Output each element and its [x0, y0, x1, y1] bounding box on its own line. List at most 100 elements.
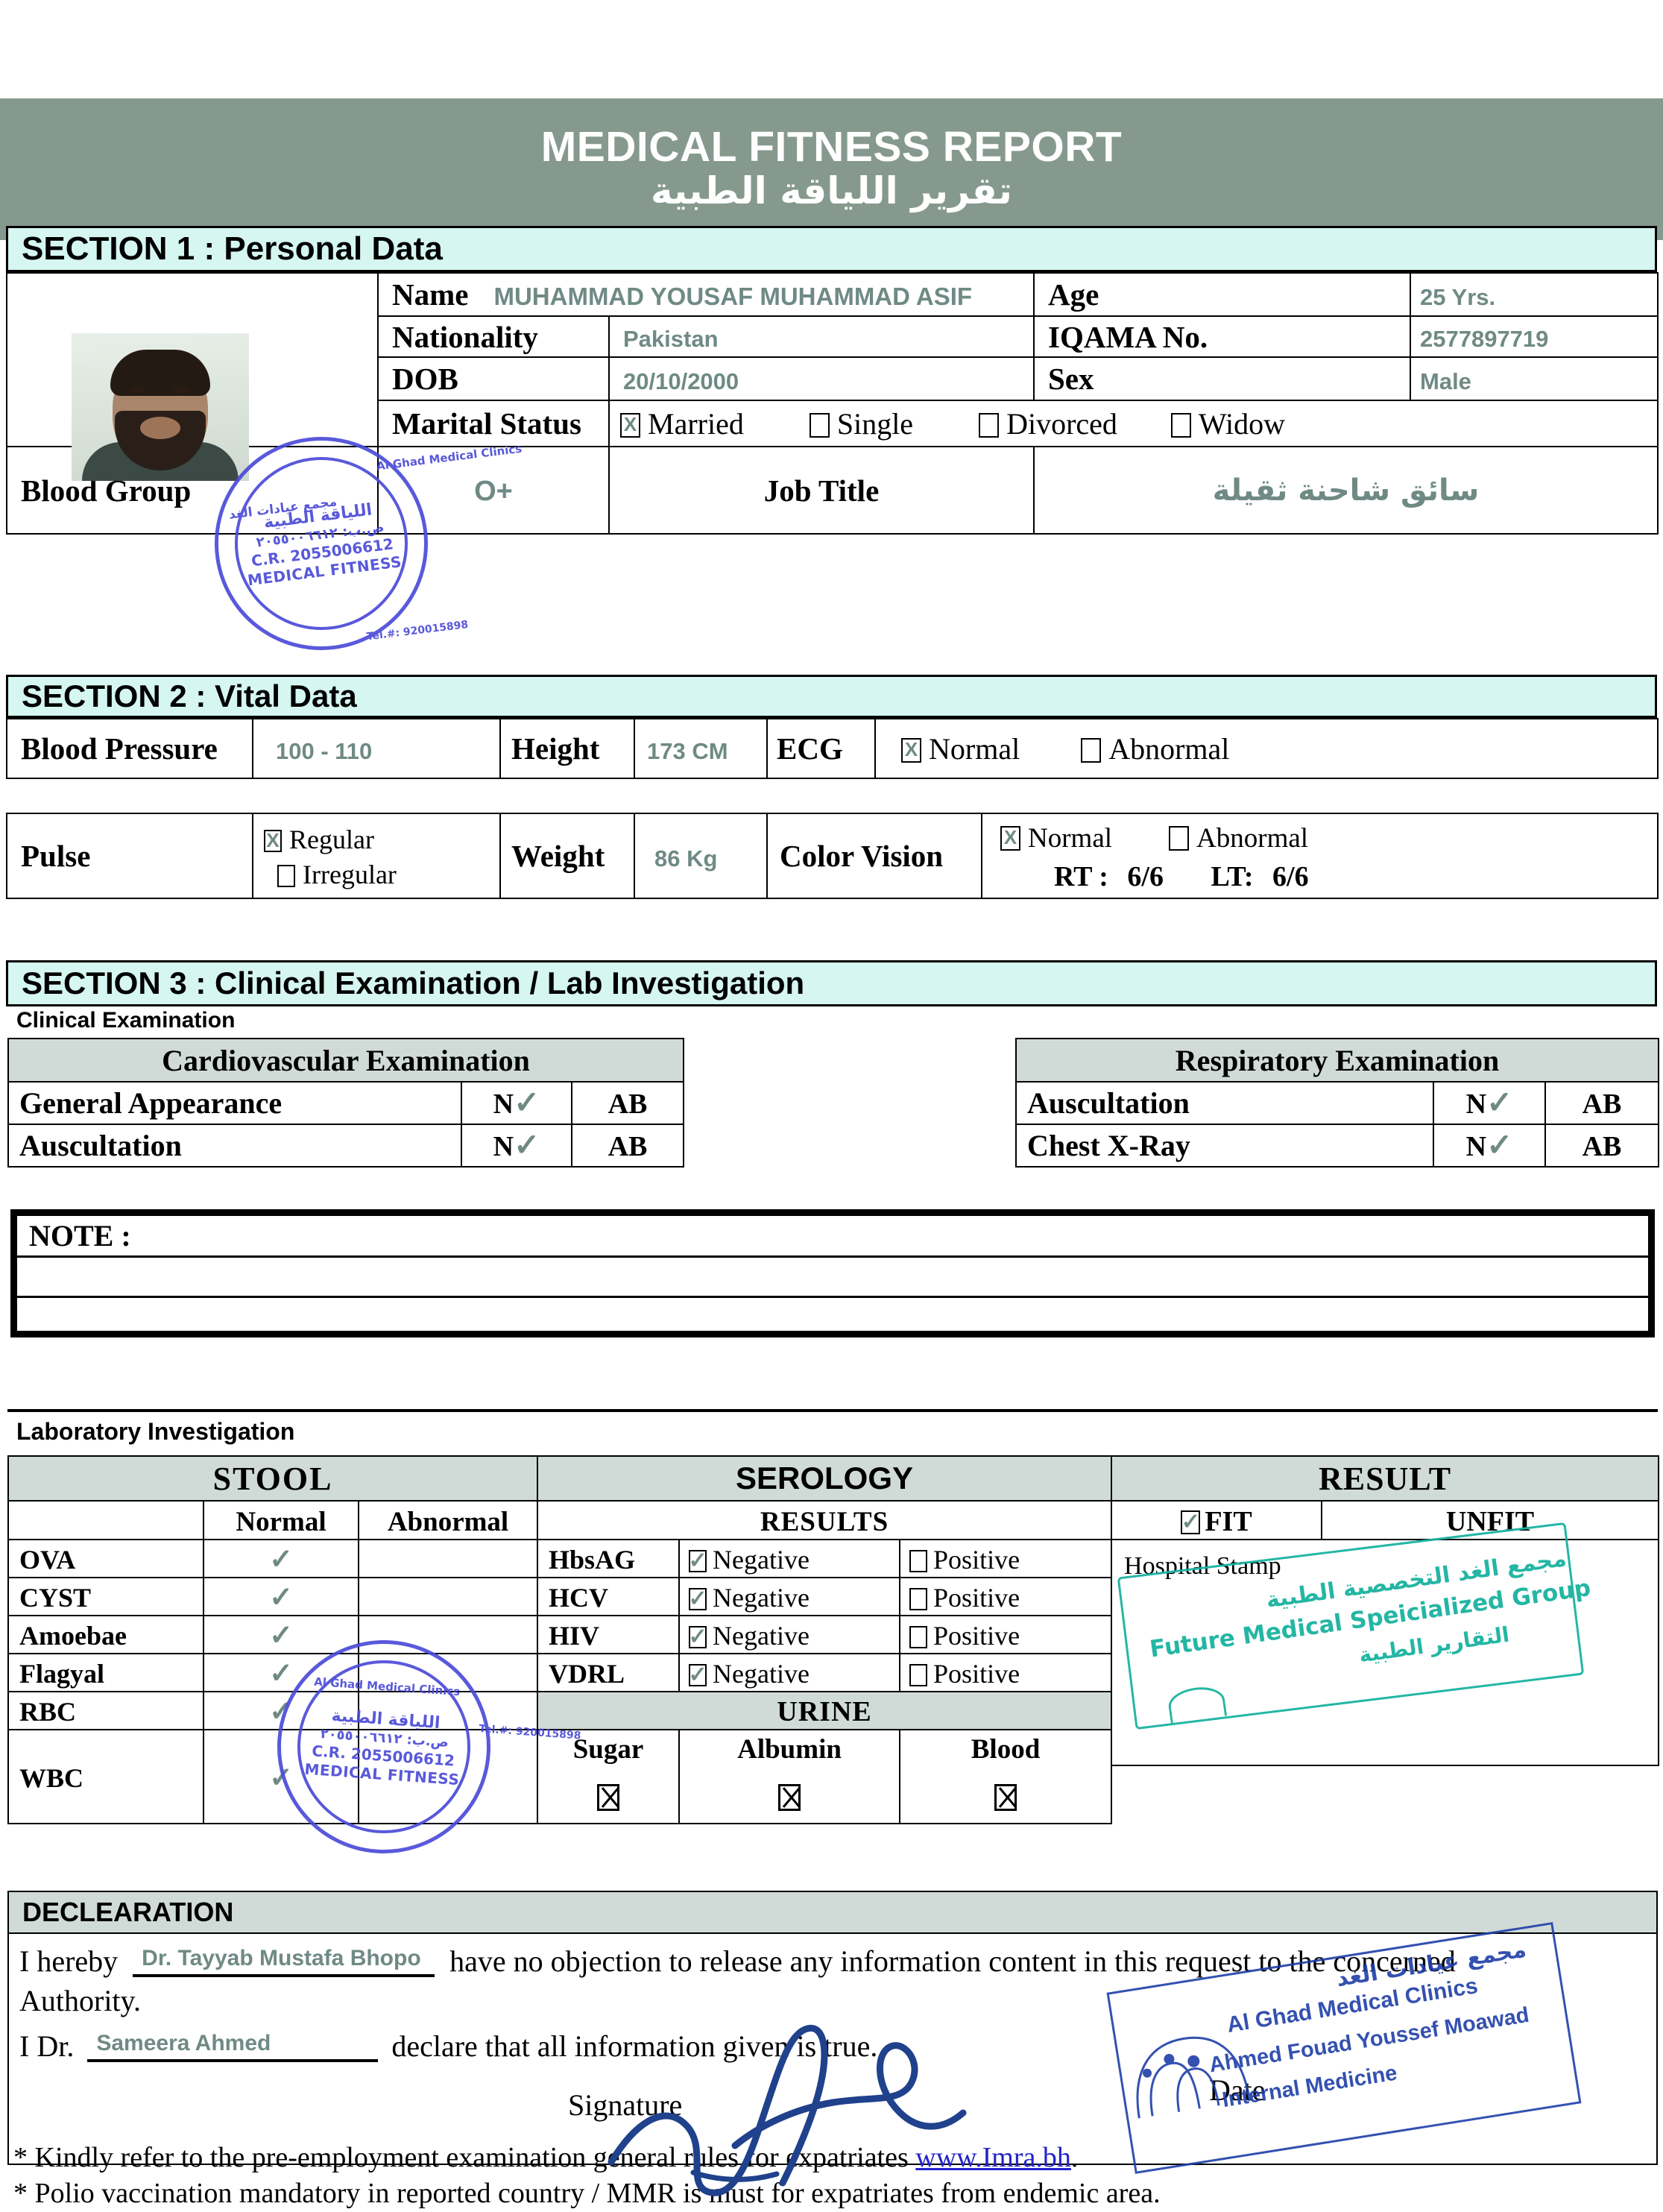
result-fit-cell[interactable]: FIT [1111, 1500, 1323, 1540]
stool-abnormal-cell-0[interactable] [357, 1539, 539, 1578]
vdrl-positive-option[interactable]: Positive [909, 1659, 1020, 1689]
serology-positive-cell-1[interactable]: Positive [899, 1577, 1113, 1616]
note-row-1[interactable] [17, 1258, 1648, 1298]
pulse-option-irregular[interactable]: Irregular [277, 860, 397, 889]
stool-abnormal-cell-5[interactable] [357, 1729, 539, 1824]
checkbox-vdrl-negative-icon[interactable] [689, 1664, 707, 1686]
vdrl-negative-option[interactable]: Negative [689, 1659, 810, 1689]
serology-negative-cell-0[interactable]: Negative [678, 1539, 901, 1578]
declaration-heading-bar: DECLEARATION [7, 1891, 1658, 1934]
height-value: 173 CM [647, 737, 728, 764]
hiv-positive-option[interactable]: Positive [909, 1621, 1020, 1651]
hcv-negative-option[interactable]: Negative [689, 1583, 810, 1613]
resp-n-label-0: N [1465, 1088, 1487, 1120]
hiv-negative-option[interactable]: Negative [689, 1621, 810, 1651]
checkbox-vdrl-positive-icon[interactable] [909, 1664, 928, 1686]
stool-normal-header: Normal [203, 1500, 359, 1540]
cardio-n-cell-1[interactable]: N✓ [461, 1124, 572, 1168]
declaration-name-field-2[interactable]: Sameera Ahmed [87, 2025, 379, 2062]
photo-hair [110, 350, 210, 396]
report-title-en: MEDICAL FITNESS REPORT [540, 123, 1123, 171]
stool-normal-cell-2[interactable]: ✓ [203, 1615, 359, 1654]
resp-n-cell-0[interactable]: N✓ [1433, 1081, 1546, 1125]
height-label-cell: Height [499, 718, 635, 779]
cardio-ab-cell-1[interactable]: AB [571, 1124, 684, 1168]
urine-col-blood-header: Blood [899, 1729, 1113, 1765]
serology-positive-cell-0[interactable]: Positive [899, 1539, 1113, 1578]
resp-n-cell-1[interactable]: N✓ [1433, 1124, 1546, 1168]
checkbox-divorced-icon[interactable] [979, 412, 1000, 438]
hiv-positive-label: Positive [933, 1621, 1020, 1651]
respiratory-table: Respiratory Examination Auscultation N✓ … [1014, 1038, 1660, 1168]
lt-label: LT: [1211, 860, 1254, 892]
color-vision-option-normal[interactable]: Normal [1000, 823, 1112, 854]
stool-normal-cell-0[interactable]: ✓ [203, 1539, 359, 1578]
stool-normal-cell-3[interactable]: ✓ [203, 1653, 359, 1692]
personal-data-table: Name MUHAMMAD YOUSAF MUHAMMAD ASIF Age 2… [6, 272, 1659, 535]
checkbox-hiv-negative-icon[interactable] [689, 1626, 707, 1648]
stool-normal-cell-5[interactable]: ✓ [203, 1729, 359, 1824]
pulse-option-regular[interactable]: Regular [264, 825, 374, 854]
footnote-1: * Kindly refer to the pre-employment exa… [13, 2141, 1078, 2174]
ecg-option-abnormal[interactable]: Abnormal [1081, 732, 1229, 766]
marital-option-single[interactable]: Single [809, 407, 913, 441]
checkbox-single-icon[interactable] [809, 412, 830, 438]
checkbox-widow-icon[interactable] [1170, 412, 1191, 438]
cardio-ab-cell-0[interactable]: AB [571, 1081, 684, 1125]
declaration-line3-post: declare that all information given is tr… [391, 2029, 878, 2063]
checkbox-pulse-irregular-icon[interactable] [277, 865, 295, 887]
nationality-value: Pakistan [623, 326, 719, 352]
ecg-option-normal[interactable]: Normal [901, 732, 1020, 766]
rt-label: RT : [1054, 860, 1108, 892]
urine-blood-value-cell[interactable] [899, 1765, 1113, 1824]
declaration-name-field-1[interactable]: Dr. Tayyab Mustafa Bhopo [133, 1940, 435, 1977]
serology-vdrl-label: VDRL [549, 1659, 625, 1689]
hbsag-positive-option[interactable]: Positive [909, 1545, 1020, 1575]
urine-sugar-value-cell[interactable] [537, 1765, 681, 1824]
cardio-n-cell-0[interactable]: N✓ [461, 1081, 572, 1125]
note-row-2[interactable] [17, 1298, 1648, 1337]
checkbox-ecg-normal-icon[interactable] [901, 737, 921, 763]
dob-value: 20/10/2000 [623, 368, 739, 394]
result-unfit-cell[interactable]: UNFIT [1321, 1500, 1660, 1540]
checkbox-hcv-negative-icon[interactable] [689, 1588, 707, 1610]
stool-abnormal-cell-2[interactable] [357, 1615, 539, 1654]
checkbox-hcv-positive-icon[interactable] [909, 1588, 928, 1610]
hospital-stamp-label: Hospital Stamp [1124, 1552, 1281, 1580]
resp-row-label-1: Chest X-Ray [1015, 1124, 1434, 1168]
checkbox-pulse-regular-icon[interactable] [264, 830, 282, 852]
marital-option-widow[interactable]: Widow [1170, 407, 1285, 441]
stool-normal-cell-1[interactable]: ✓ [203, 1577, 359, 1616]
marital-option-married[interactable]: Married [620, 407, 744, 441]
stool-blank-header [7, 1500, 204, 1540]
checkbox-ecg-abnormal-icon[interactable] [1081, 737, 1102, 763]
footnote-link-imra[interactable]: www.Imra.bh [915, 2142, 1071, 2173]
resp-n-label-1: N [1465, 1131, 1487, 1162]
hcv-positive-option[interactable]: Positive [909, 1583, 1020, 1613]
resp-ab-cell-0[interactable]: AB [1544, 1081, 1660, 1125]
serology-positive-cell-2[interactable]: Positive [899, 1615, 1113, 1654]
stool-abnormal-cell-4[interactable] [357, 1691, 539, 1730]
photo-brow-right [170, 379, 191, 385]
serology-negative-cell-3[interactable]: Negative [678, 1653, 901, 1692]
note-row-0[interactable]: NOTE : [17, 1216, 1648, 1258]
checkbox-cv-normal-icon[interactable] [1000, 825, 1020, 851]
checkbox-hbsag-positive-icon[interactable] [909, 1550, 928, 1572]
serology-negative-cell-1[interactable]: Negative [678, 1577, 901, 1616]
checkbox-fit-icon[interactable] [1181, 1510, 1201, 1534]
serology-positive-cell-3[interactable]: Positive [899, 1653, 1113, 1692]
marital-label-cell: Marital Status [377, 400, 610, 447]
stool-abnormal-cell-1[interactable] [357, 1577, 539, 1616]
checkbox-cv-abnormal-icon[interactable] [1169, 825, 1190, 851]
checkbox-hbsag-negative-icon[interactable] [689, 1550, 707, 1572]
resp-ab-cell-1[interactable]: AB [1544, 1124, 1660, 1168]
hbsag-negative-option[interactable]: Negative [689, 1545, 810, 1575]
checkbox-hiv-positive-icon[interactable] [909, 1626, 928, 1648]
stool-normal-cell-4[interactable]: ✓ [203, 1691, 359, 1730]
urine-albumin-value-cell[interactable] [678, 1765, 901, 1824]
serology-negative-cell-2[interactable]: Negative [678, 1615, 901, 1654]
color-vision-option-abnormal[interactable]: Abnormal [1169, 823, 1308, 854]
stool-abnormal-cell-3[interactable] [357, 1653, 539, 1692]
checkbox-married-icon[interactable] [620, 412, 640, 438]
marital-option-divorced[interactable]: Divorced [979, 407, 1117, 441]
